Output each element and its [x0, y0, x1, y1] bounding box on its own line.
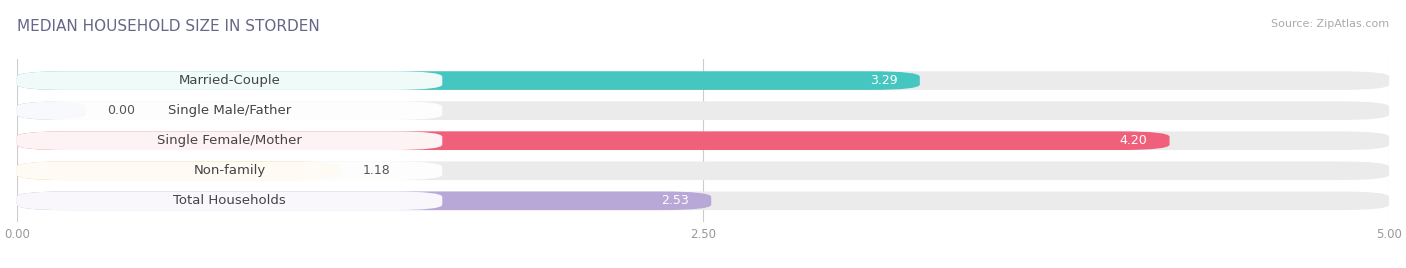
FancyBboxPatch shape: [17, 101, 86, 120]
Text: 4.20: 4.20: [1119, 134, 1147, 147]
Text: 1.18: 1.18: [363, 164, 391, 177]
Text: Source: ZipAtlas.com: Source: ZipAtlas.com: [1271, 19, 1389, 29]
Text: Married-Couple: Married-Couple: [179, 74, 281, 87]
FancyBboxPatch shape: [17, 131, 443, 150]
Text: 3.29: 3.29: [870, 74, 898, 87]
FancyBboxPatch shape: [17, 101, 1389, 120]
FancyBboxPatch shape: [17, 131, 1170, 150]
FancyBboxPatch shape: [17, 192, 711, 210]
Text: Total Households: Total Households: [173, 194, 285, 207]
FancyBboxPatch shape: [17, 161, 443, 180]
FancyBboxPatch shape: [17, 71, 443, 90]
FancyBboxPatch shape: [17, 101, 443, 120]
Text: 2.53: 2.53: [662, 194, 689, 207]
FancyBboxPatch shape: [17, 161, 1389, 180]
FancyBboxPatch shape: [17, 192, 1389, 210]
Text: Single Male/Father: Single Male/Father: [167, 104, 291, 117]
FancyBboxPatch shape: [17, 131, 1389, 150]
FancyBboxPatch shape: [17, 71, 1389, 90]
Text: Single Female/Mother: Single Female/Mother: [157, 134, 302, 147]
FancyBboxPatch shape: [17, 192, 443, 210]
Text: MEDIAN HOUSEHOLD SIZE IN STORDEN: MEDIAN HOUSEHOLD SIZE IN STORDEN: [17, 19, 319, 34]
Text: Non-family: Non-family: [194, 164, 266, 177]
FancyBboxPatch shape: [17, 71, 920, 90]
Text: 0.00: 0.00: [107, 104, 135, 117]
FancyBboxPatch shape: [17, 161, 340, 180]
